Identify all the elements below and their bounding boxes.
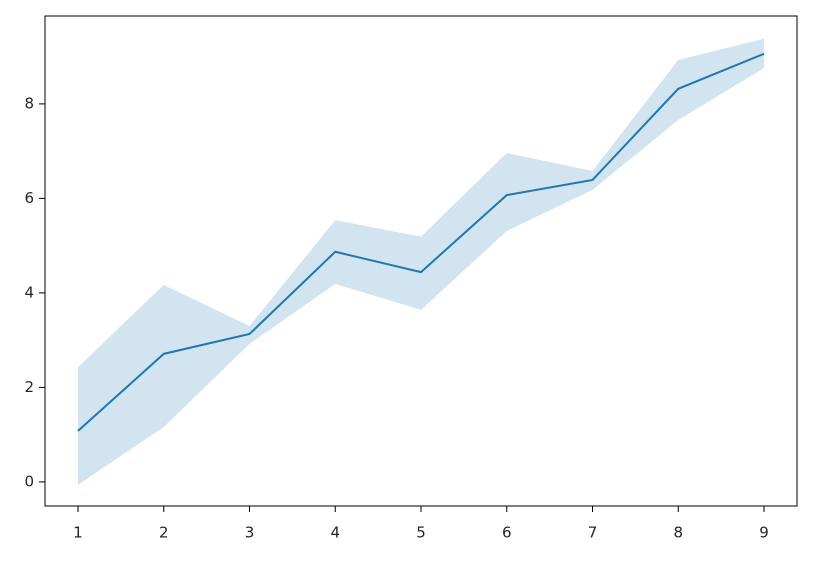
x-tick-label: 8 (673, 524, 683, 542)
x-tick-label: 1 (73, 524, 83, 542)
x-tick-label: 6 (502, 524, 512, 542)
y-tick-label: 4 (24, 283, 34, 301)
x-tick-label: 5 (416, 524, 426, 542)
confidence-band (78, 38, 764, 485)
x-tick-label: 7 (588, 524, 598, 542)
x-tick-label: 3 (245, 524, 255, 542)
y-tick-label: 2 (24, 378, 34, 396)
y-tick-label: 6 (24, 189, 34, 207)
x-tick-label: 2 (159, 524, 169, 542)
x-tick-label: 4 (330, 524, 340, 542)
y-tick-label: 8 (24, 94, 34, 112)
y-tick-label: 0 (24, 472, 34, 490)
line (77, 52, 765, 432)
x-tick-label: 9 (759, 524, 769, 542)
